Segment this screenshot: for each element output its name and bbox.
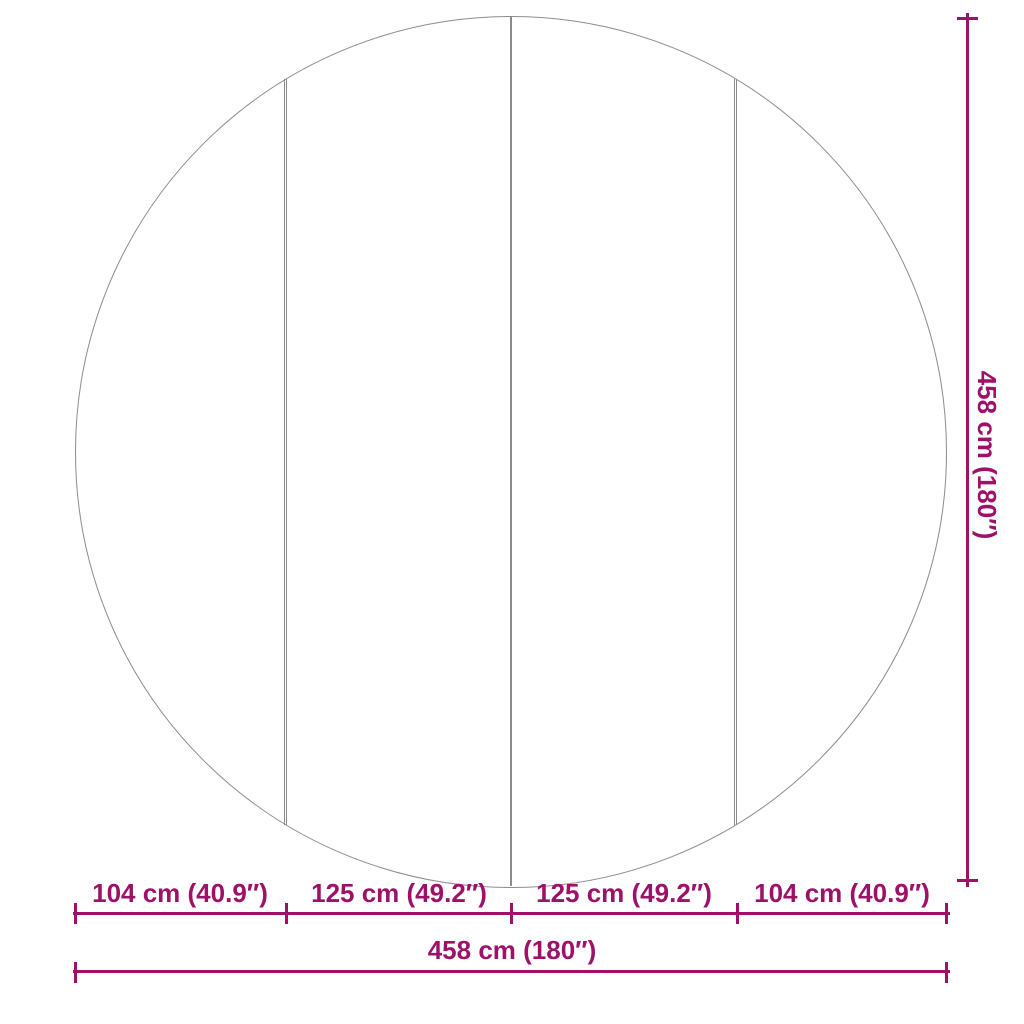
seam-line-right [734,79,737,825]
segment-dimension-label: 125 cm (49.2″) [311,878,487,908]
segment-dimension-label: 125 cm (49.2″) [536,878,712,908]
vertical-dimension-top-tick [957,17,978,20]
vertical-dimension-bottom-tick [957,879,978,882]
segment-dimension-label: 104 cm (40.9″) [754,878,930,908]
total-tick [945,962,948,983]
vertical-dimension-label: 458 cm (180″) [972,370,1002,540]
segment-tick [736,903,739,924]
total-dimension-line [73,970,950,973]
circle-outline [75,16,947,888]
seam-line-left [284,79,287,825]
segment-tick [74,903,77,924]
vertical-dimension-line [966,13,969,887]
total-dimension-label: 458 cm (180″) [427,935,597,965]
seam-line-center [510,17,512,886]
total-tick [74,962,77,983]
segment-tick [945,903,948,924]
segment-tick [285,903,288,924]
segment-tick [510,903,513,924]
segment-dimension-label: 104 cm (40.9″) [92,878,268,908]
